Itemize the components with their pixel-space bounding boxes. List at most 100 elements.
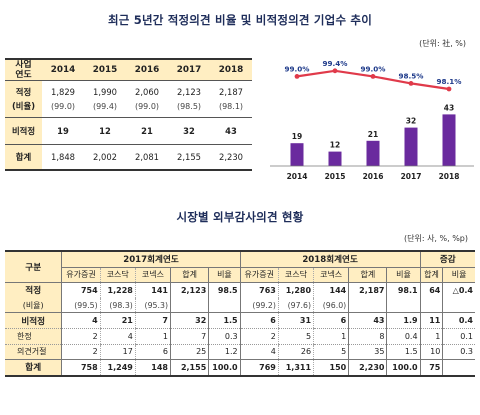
table1-header-row: 사업 연도 2014 2015 2016 2017 2018 [5,58,252,81]
market-audit-table: 구분 2017회계연도 2018회계연도 증감 유가증권 코스닥 코넥스 합계 … [5,249,475,377]
cell-value [442,359,475,377]
proper-value: 1,829 [51,87,75,97]
cell-value: 1 [134,328,171,345]
cell-value: 754 [61,282,101,298]
table2-row: 의견거절 2 17 6 25 1.2 4 26 5 35 1.5 10 0.3 [5,344,475,361]
row-label: 의견거절 [5,344,62,361]
cell-value: 0.3 [442,344,475,361]
cell-value: 0.1 [442,328,475,345]
total-value: 1,848 [42,144,84,171]
cell-value: 2 [239,328,279,345]
cell-value [169,297,209,314]
cell-value: (96.0) [313,297,349,314]
year-2017-header: 2017회계연도 [61,249,241,268]
cell-value: 10 [419,344,443,361]
row-label: 적정 [5,282,62,298]
cell-value [348,297,387,314]
x-tick-label: 2017 [401,172,422,181]
rate-point [332,68,338,74]
title-opinion-trend: 최근 5년간 적정의견 비율 및 비적정의견 기업수 추이 [107,13,372,27]
rate-point [370,74,376,79]
cell-value: (98.3) [99,297,136,314]
table1-rate-row: (비율) (99.0) (99.4) (99.0) (98.5) (98.1) [5,99,252,118]
col-group-header: 구분 [5,250,62,284]
table2-header-row-2: 유가증권 코스닥 코넥스 합계 비율 유가증권 코스닥 코넥스 합계 비율 합계… [5,267,475,284]
proper-value: 2,123 [177,87,201,97]
change-header: 증감 [419,249,475,268]
improper-bar [328,151,342,166]
year-2018-header: 2018회계연도 [239,249,421,268]
rate-point [408,81,414,86]
cell-value: 17 [99,344,136,361]
cell-value: 1,311 [277,359,314,377]
cell-value: 1.5 [208,312,241,329]
bar-value-label: 32 [406,117,416,126]
improper-value: 21 [126,117,168,145]
row-label-improper: 비적정 [5,117,42,145]
unit-label-1: (단위: 社, %) [419,39,466,48]
cell-value: 32 [169,312,209,329]
cell-value: 2 [61,344,101,361]
proper-value: 2,060 [135,87,159,97]
year-header: 2016 [126,58,168,81]
cell-value: 7 [134,312,171,329]
x-tick-label: 2016 [363,172,384,181]
cell-value: △0.4 [442,282,475,298]
opinion-trend-chart: 19 99.0% 12 99.4% 21 99.0% 32 98.5% 43 98.1% 2014… [270,59,474,181]
cell-value: 2,155 [169,359,209,377]
cell-value: 4 [239,344,279,361]
cell-value [386,297,421,314]
x-tick-label: 2018 [439,172,460,181]
cell-value: 5 [313,344,349,361]
proper-rate: (98.5) [168,99,210,118]
opinion-trend-table: 사업 연도 2014 2015 2016 2017 2018 적정 1,829 … [5,58,252,171]
row-label: (비율) [5,297,62,314]
improper-value: 12 [84,117,126,145]
sub-header: 유가증권 [239,267,279,284]
cell-value: 25 [169,344,209,361]
improper-value: 19 [42,117,84,145]
cell-value: 148 [134,359,171,377]
rate-value-label: 98.5% [399,71,424,80]
total-value: 2,155 [168,144,210,171]
table2-row: 합계 758 1,249 148 2,155 100.0 769 1,311 150 2,230 1… [5,359,475,377]
cell-value: 26 [277,344,314,361]
sub-header: 비율 [208,267,241,284]
proper-rate: (99.0) [126,99,168,118]
improper-bar [404,127,418,166]
change-sub-header: 비율 [442,267,475,284]
cell-value: 64 [419,282,443,298]
sub-header: 코스닥 [277,267,314,284]
improper-bar [290,143,304,166]
rate-point [294,74,300,79]
cell-value: (99.5) [61,297,101,314]
cell-value: 1 [313,328,349,345]
row-label: 한정 [5,328,62,345]
cell-value: 11 [419,312,443,329]
year-header: 2015 [84,58,126,81]
proper-rate: (99.4) [84,99,126,118]
sub-header: 합계 [348,267,387,284]
cell-value: 763 [239,282,279,298]
year-header: 2017 [168,58,210,81]
cell-value: 4 [61,312,101,329]
year-header: 2014 [42,58,84,81]
cell-value: 5 [277,328,314,345]
cell-value: 8 [348,328,387,345]
table2-header-row-1: 구분 2017회계연도 2018회계연도 증감 [5,249,475,284]
row-label-total: 합계 [5,144,42,171]
bar-value-label: 12 [330,141,340,150]
cell-value: 98.5 [208,282,241,298]
total-value: 2,081 [126,144,168,171]
cell-value: 141 [134,282,171,298]
row-label-proper: 적정 [5,80,42,99]
table1-proper-row: 적정 1,829 1,990 2,060 2,123 2,187 [5,80,252,99]
cell-value: 7 [169,328,209,345]
cell-value: 100.0 [386,359,421,377]
rate-value-label: 99.4% [323,59,348,68]
x-tick-label: 2014 [287,172,308,181]
proper-value: 1,990 [93,87,117,97]
row-label-rate: (비율) [5,99,42,118]
total-value: 2,002 [84,144,126,171]
total-value: 2,230 [210,144,252,171]
